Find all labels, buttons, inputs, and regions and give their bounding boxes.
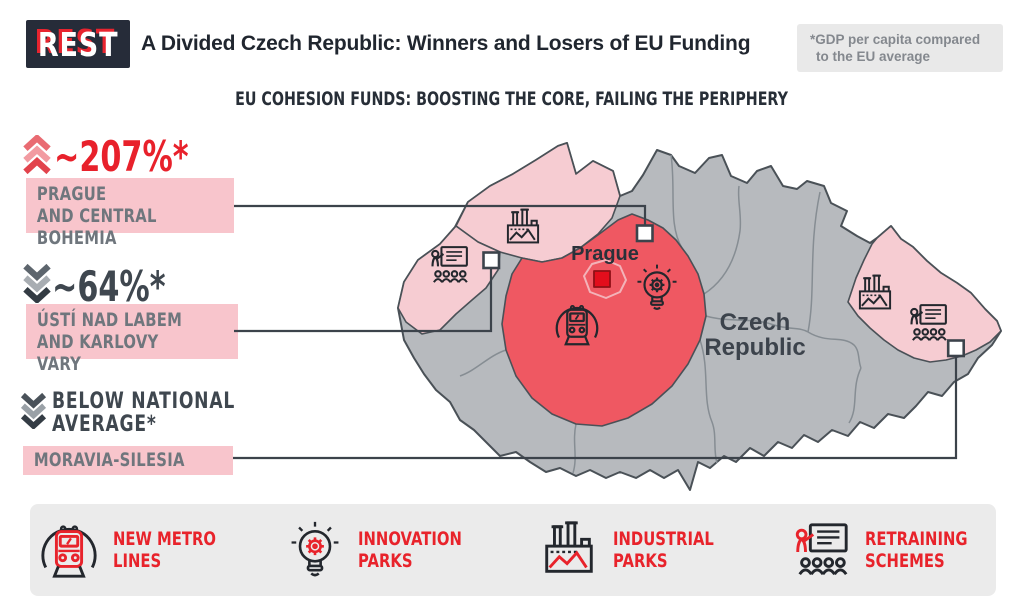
region-label-prague-central-bohemia: PRAGUE AND CENTRAL BOHEMIA bbox=[26, 178, 234, 249]
down-chevrons-icon bbox=[20, 392, 47, 429]
down-chevrons-icon bbox=[23, 263, 51, 303]
map-region-central-bohemia bbox=[501, 213, 707, 427]
legend-bar: NEW METRO LINES INNOVATION PARKS INDUSTR… bbox=[30, 504, 996, 596]
industrial-icon bbox=[538, 519, 600, 581]
stat-value-moravia: BELOW NATIONAL AVERAGE* bbox=[52, 389, 236, 437]
subtitle-row: EU COHESION FUNDS: BOOSTING THE CORE, FA… bbox=[0, 88, 1024, 110]
stat-value-prague: ~207%* bbox=[54, 132, 189, 181]
prague-label: Prague bbox=[571, 243, 639, 265]
rest-logo-text: REST bbox=[37, 24, 119, 64]
metro-icon bbox=[38, 519, 100, 581]
page-title: A Divided Czech Republic: Winners and Lo… bbox=[141, 32, 751, 55]
map-prague-marker bbox=[593, 270, 611, 288]
innovation-icon bbox=[285, 520, 345, 580]
map-prague-city-outline bbox=[583, 259, 627, 299]
legend-label: INDUSTRIAL PARKS bbox=[612, 528, 714, 572]
legend-item-innovation: INNOVATION PARKS bbox=[268, 520, 506, 580]
legend-item-retraining: RETRAINING SCHEMES bbox=[744, 519, 996, 581]
region-label-usti-karlovy-vary: ÚSTÍ NAD LABEM AND KARLOVY VARY bbox=[26, 304, 238, 375]
stat-value-usti-karlovy: ~64%* bbox=[52, 262, 166, 311]
up-chevrons-icon bbox=[23, 135, 51, 175]
subtitle: EU COHESION FUNDS: BOOSTING THE CORE, FA… bbox=[235, 88, 789, 110]
legend-item-industrial: INDUSTRIAL PARKS bbox=[506, 519, 744, 581]
gdp-footnote-line2: to the EU average bbox=[816, 49, 931, 64]
region-label-moravia-silesia: MORAVIA-SILESIA bbox=[23, 446, 233, 475]
map-region-moravia-silesia bbox=[847, 225, 1002, 363]
gdp-footnote-line1: *GDP per capita compared bbox=[810, 32, 981, 47]
connector-anchors bbox=[482, 224, 966, 358]
legend-item-metro: NEW METRO LINES bbox=[30, 519, 268, 581]
legend-label: RETRAINING SCHEMES bbox=[864, 528, 968, 572]
legend-label: INNOVATION PARKS bbox=[357, 528, 462, 572]
retraining-icon bbox=[790, 519, 852, 581]
connector-lines bbox=[233, 204, 958, 460]
gdp-footnote: *GDP per capita compared to the EU avera… bbox=[797, 24, 1003, 72]
country-label: Czech Republic bbox=[704, 309, 806, 361]
rest-logo: REST bbox=[26, 20, 130, 68]
legend-label: NEW METRO LINES bbox=[113, 528, 217, 572]
